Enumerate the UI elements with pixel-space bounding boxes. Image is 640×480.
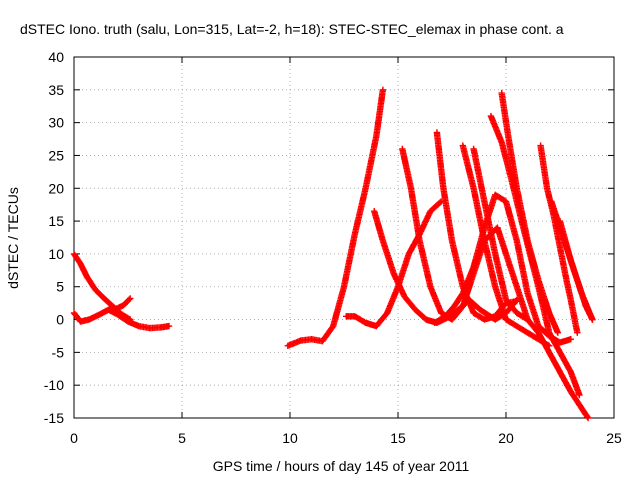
series-arc-3 xyxy=(105,306,173,332)
series-arc-10 xyxy=(459,142,553,349)
x-tick-label: 20 xyxy=(498,430,514,446)
data-series xyxy=(70,86,596,422)
series-arc-11 xyxy=(470,145,592,422)
y-tick-label: 10 xyxy=(48,246,64,262)
grid xyxy=(74,57,614,418)
y-tick-label: 0 xyxy=(56,312,64,328)
series-markers xyxy=(284,86,387,349)
x-tick-label: 5 xyxy=(178,430,186,446)
y-tick-label: -10 xyxy=(44,377,64,393)
series-markers xyxy=(459,142,553,349)
series-markers xyxy=(498,89,561,336)
plot-frame xyxy=(73,56,615,419)
y-axis-label: dSTEC / TECUs xyxy=(5,187,21,289)
y-tick-label: 20 xyxy=(48,180,64,196)
series-markers xyxy=(431,191,574,346)
x-tick-label: 25 xyxy=(606,430,622,446)
series-markers xyxy=(470,145,592,422)
x-tick-label: 15 xyxy=(390,430,406,446)
series-arc-4 xyxy=(284,86,387,349)
x-tick-labels: 0 5 10 15 20 25 xyxy=(70,430,622,446)
y-tick-label: 40 xyxy=(48,49,64,65)
series-arc-13 xyxy=(498,89,561,336)
y-tick-label: 30 xyxy=(48,115,64,131)
y-tick-label: 25 xyxy=(48,147,64,163)
x-tick-label: 10 xyxy=(282,430,298,446)
y-tick-label: -15 xyxy=(44,410,64,426)
y-tick-labels: -15 -10 -5 0 5 10 15 20 25 30 35 40 xyxy=(44,49,64,426)
series-markers xyxy=(105,306,173,332)
chart-title: dSTEC Iono. truth (salu, Lon=315, Lat=-2… xyxy=(20,21,564,37)
series-markers xyxy=(556,217,596,323)
x-tick-label: 0 xyxy=(70,430,78,446)
y-tick-label: 5 xyxy=(56,279,64,295)
y-tick-label: 15 xyxy=(48,213,64,229)
y-tick-label: -5 xyxy=(52,344,65,360)
x-axis-label: GPS time / hours of day 145 of year 2011 xyxy=(213,458,470,474)
series-arc-16 xyxy=(556,217,596,323)
y-tick-label: 35 xyxy=(48,82,64,98)
series-arc-9 xyxy=(431,191,574,346)
tick-marks xyxy=(73,56,615,419)
